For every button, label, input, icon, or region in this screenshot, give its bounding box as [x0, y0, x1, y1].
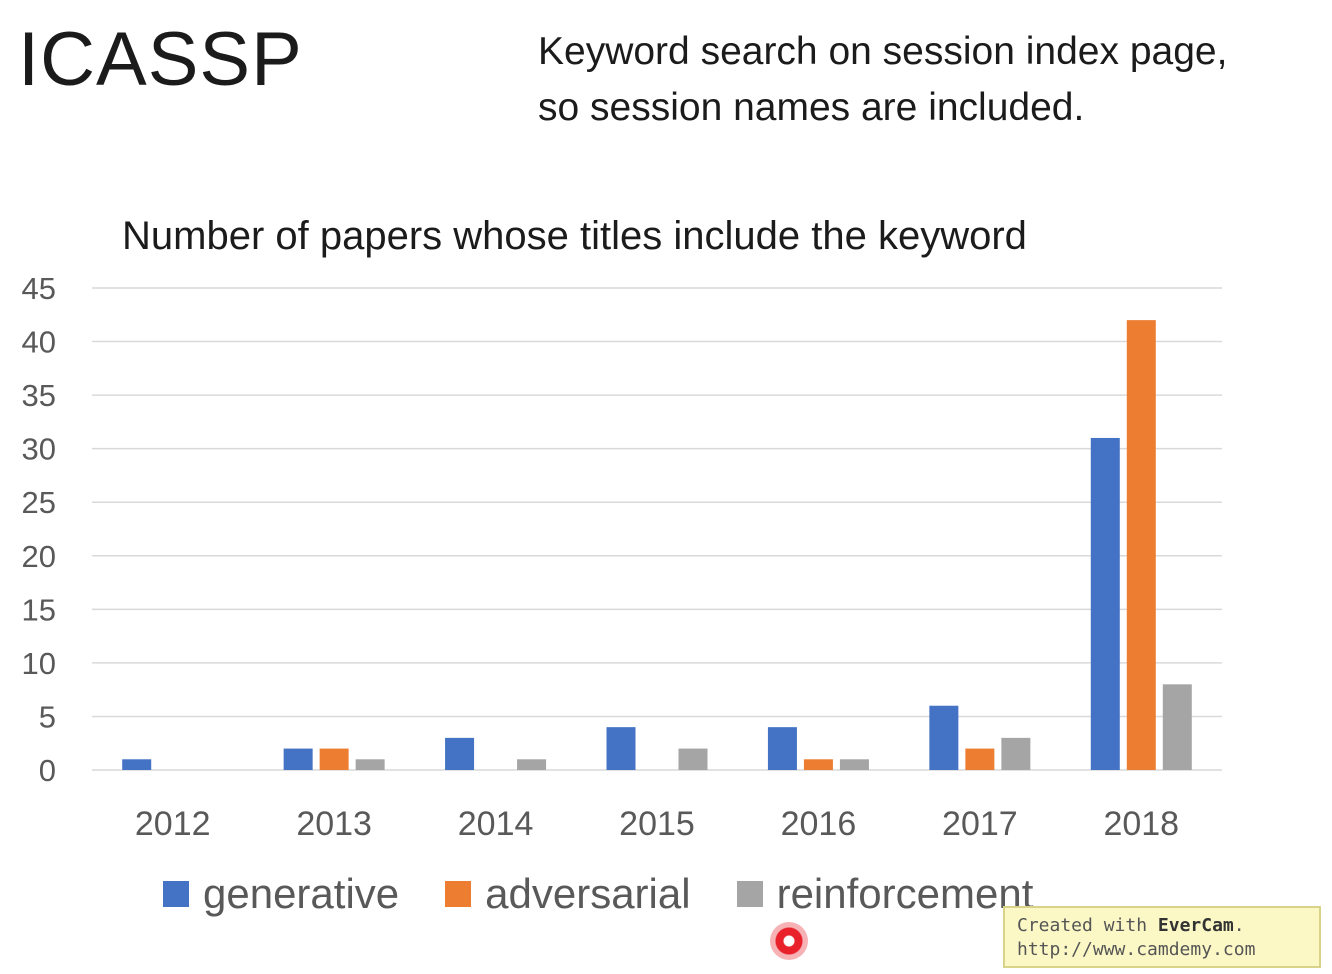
x-axis-tick-labels: 2012 2013 2014 2015 2016 2017 2018	[135, 805, 1179, 843]
legend-swatch	[163, 881, 189, 907]
y-tick-label: 0	[39, 753, 56, 788]
watermark-brand: EverCam	[1157, 915, 1234, 936]
bar-reinforcement-2016	[839, 759, 869, 770]
legend-swatch	[736, 881, 763, 907]
x-tick-label: 2013	[296, 805, 372, 843]
bar-generative-2012	[122, 759, 152, 770]
y-tick-label: 35	[22, 378, 56, 413]
bar-adversarial-2017	[965, 748, 995, 770]
y-tick-label: 30	[22, 432, 56, 467]
y-axis-tick-labels: 0 5 10 15 20 25 30 35 40 45	[22, 271, 56, 788]
y-tick-label: 15	[22, 592, 56, 627]
x-tick-label: 2015	[619, 805, 695, 843]
slide-title: ICASSP	[18, 17, 303, 102]
x-tick-label: 2016	[781, 805, 857, 843]
recording-cursor-icon	[770, 922, 808, 960]
bar-adversarial-2016	[803, 759, 833, 770]
y-tick-label: 5	[39, 699, 56, 734]
bar-generative-2015	[606, 727, 636, 770]
bar-adversarial-2013	[319, 748, 349, 770]
bar-generative-2017	[929, 705, 959, 770]
y-tick-label: 40	[22, 325, 56, 360]
y-tick-label: 20	[22, 539, 56, 574]
x-tick-label: 2018	[1103, 805, 1179, 843]
bar-reinforcement-2014	[517, 759, 547, 770]
bar-generative-2014	[445, 737, 475, 770]
slide-note: Keyword search on session index page, so…	[538, 24, 1227, 136]
legend-label: reinforcement	[776, 870, 1034, 917]
legend-item-generative: generative	[163, 870, 399, 918]
evercam-watermark: Created with EverCam. http://www.camdemy…	[1003, 906, 1321, 968]
bar-reinforcement-2017	[1001, 737, 1031, 770]
slide-note-line-1: Keyword search on session index page,	[538, 30, 1228, 73]
watermark-suffix: .	[1233, 915, 1245, 936]
bar-reinforcement-2018	[1162, 684, 1192, 770]
y-tick-label: 45	[22, 271, 56, 306]
bars	[122, 320, 1192, 770]
bar-adversarial-2018	[1126, 320, 1156, 770]
slide-note-line-2: so session names are included.	[538, 86, 1085, 129]
legend-item-adversarial: adversarial	[445, 870, 691, 918]
y-tick-label: 10	[22, 646, 56, 681]
gridlines	[92, 287, 1222, 771]
watermark-line-2: http://www.camdemy.com	[1017, 939, 1256, 960]
x-tick-label: 2012	[135, 805, 211, 843]
x-tick-label: 2017	[942, 805, 1018, 843]
x-tick-label: 2014	[458, 805, 534, 843]
bar-generative-2013	[283, 748, 313, 770]
bar-reinforcement-2015	[678, 748, 708, 770]
legend-swatch	[445, 881, 472, 907]
bar-generative-2018	[1090, 437, 1120, 770]
legend-label: adversarial	[485, 870, 691, 917]
legend-label: generative	[203, 870, 400, 917]
chart-title: Number of papers whose titles include th…	[122, 214, 1027, 258]
watermark-line-1: Created with EverCam.	[1017, 914, 1307, 938]
watermark-prefix: Created with	[1017, 915, 1158, 936]
bar-generative-2016	[767, 727, 797, 770]
legend-item-reinforcement: reinforcement	[736, 870, 1034, 918]
y-tick-label: 25	[22, 485, 56, 520]
chart-legend: generative adversarial reinforcement	[163, 866, 1079, 922]
bar-reinforcement-2013	[355, 759, 385, 770]
